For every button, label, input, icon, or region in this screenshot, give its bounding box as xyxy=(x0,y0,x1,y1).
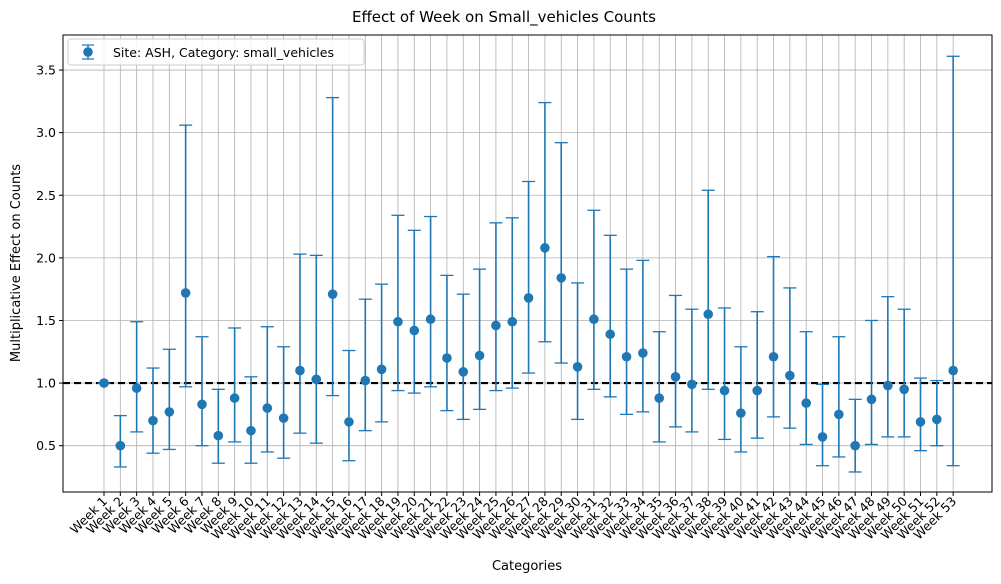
data-point xyxy=(246,425,256,436)
data-point xyxy=(131,383,142,393)
data-point xyxy=(229,393,240,403)
legend-label: Site: ASH, Category: small_vehicles xyxy=(113,45,334,60)
data-point xyxy=(556,273,567,283)
legend-point xyxy=(83,47,93,57)
data-point xyxy=(638,348,648,358)
data-point xyxy=(572,361,583,372)
data-point xyxy=(768,351,779,362)
data-point xyxy=(785,370,795,381)
data-point xyxy=(670,372,681,382)
data-point xyxy=(442,353,452,363)
data-point xyxy=(915,417,926,427)
data-point xyxy=(523,293,534,303)
data-point xyxy=(932,414,942,425)
y-tick-label: 3.0 xyxy=(36,125,56,140)
y-tick-label: 1.0 xyxy=(36,376,56,391)
data-point xyxy=(458,367,469,377)
data-point xyxy=(409,325,420,336)
y-tick-label: 1.5 xyxy=(36,313,56,328)
data-point xyxy=(376,364,387,375)
y-tick-label: 2.5 xyxy=(36,188,56,203)
data-point xyxy=(311,374,322,385)
data-point xyxy=(817,432,828,442)
data-point xyxy=(197,399,207,410)
data-point xyxy=(295,365,305,376)
y-tick-label: 3.5 xyxy=(36,63,56,78)
y-axis-ticks: 0.5 1.0 1.5 2.0 2.5 3.0 3.5 xyxy=(36,63,63,453)
legend: Site: ASH, Category: small_vehicles xyxy=(67,38,365,66)
data-point xyxy=(425,314,436,325)
data-point xyxy=(589,314,599,325)
data-point xyxy=(327,289,338,299)
y-tick-label: 2.0 xyxy=(36,250,56,265)
data-point xyxy=(654,393,665,403)
legend-box xyxy=(67,38,365,66)
data-point xyxy=(262,403,273,413)
data-point xyxy=(180,288,191,298)
data-point xyxy=(393,316,403,327)
y-axis-label: Multiplicative Effect on Counts xyxy=(9,164,24,362)
data-point xyxy=(115,440,126,451)
data-point xyxy=(801,398,811,408)
x-axis-label: Categories xyxy=(492,559,562,574)
data-point xyxy=(148,415,158,426)
data-point xyxy=(736,408,746,418)
data-point xyxy=(360,375,371,386)
data-point xyxy=(278,413,289,423)
legend-marker xyxy=(82,44,94,60)
data-point xyxy=(866,394,877,405)
data-point xyxy=(703,309,714,320)
error-bars xyxy=(97,55,960,473)
chart-title: Effect of Week on Small_vehicles Counts xyxy=(352,8,656,27)
data-point xyxy=(883,380,893,391)
data-point xyxy=(164,407,175,417)
data-point xyxy=(687,379,697,390)
data-point xyxy=(491,320,501,331)
data-point xyxy=(605,329,616,340)
y-tick-label: 0.5 xyxy=(36,438,56,453)
data-points xyxy=(99,243,958,451)
data-point xyxy=(719,385,730,396)
data-point xyxy=(899,384,909,395)
data-point xyxy=(752,385,762,396)
data-point xyxy=(213,430,224,441)
data-point xyxy=(850,440,860,451)
data-point xyxy=(834,409,844,420)
data-point xyxy=(948,365,958,376)
data-point xyxy=(507,316,518,327)
data-point xyxy=(540,243,550,253)
data-point xyxy=(474,350,485,361)
plot-frame xyxy=(62,34,993,493)
data-point xyxy=(99,378,109,388)
data-point xyxy=(621,351,632,362)
data-point xyxy=(344,417,354,427)
